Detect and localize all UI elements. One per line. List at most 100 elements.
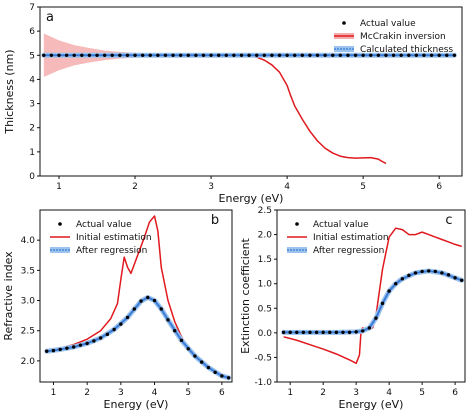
data-point: [374, 316, 378, 320]
x-tick-label: 5: [419, 388, 425, 398]
data-point: [452, 53, 457, 57]
data-point: [199, 360, 204, 364]
legend-label: Initial estimation: [76, 233, 152, 243]
x-tick-label: 4: [152, 388, 158, 398]
data-point: [98, 336, 103, 340]
data-point: [384, 53, 388, 57]
data-point: [166, 318, 170, 322]
x-tick-label: 6: [219, 388, 225, 398]
plot-area: [281, 227, 465, 365]
data-point: [347, 330, 352, 335]
data-point: [328, 330, 332, 335]
panel-letter: a: [46, 10, 54, 25]
data-point: [308, 330, 312, 335]
data-point: [314, 330, 319, 335]
data-point: [201, 53, 206, 57]
data-point: [232, 53, 236, 57]
data-point: [338, 53, 343, 57]
y-tick-label: 1.5: [258, 255, 272, 265]
y-tick-label: 0.0: [258, 329, 273, 339]
legend-marker-dot: [295, 222, 299, 226]
data-point: [57, 53, 61, 57]
data-point: [369, 53, 373, 57]
data-point: [110, 53, 114, 57]
x-tick-label: 3: [208, 182, 214, 192]
data-point: [224, 53, 228, 57]
x-tick-label: 1: [51, 388, 57, 398]
data-point: [92, 339, 96, 343]
data-point: [391, 53, 396, 57]
y-axis-label: Thickness (nm): [3, 49, 16, 134]
series-line: [43, 54, 387, 165]
data-point: [407, 273, 411, 278]
x-axis-label: Energy (eV): [339, 398, 404, 410]
y-tick-label: 2.0: [21, 357, 36, 367]
data-point: [420, 269, 424, 274]
data-point: [315, 53, 320, 57]
data-point: [354, 330, 358, 334]
data-point: [159, 307, 163, 311]
data-point: [105, 332, 110, 337]
y-tick-label: 7: [29, 3, 35, 13]
data-point: [133, 53, 137, 57]
x-tick-label: 4: [284, 182, 290, 192]
data-point: [380, 301, 385, 306]
axes-frame: [276, 209, 466, 383]
legend: Actual value Initial estimation After regr…: [50, 220, 152, 256]
data-point: [413, 271, 418, 275]
data-point: [422, 53, 426, 57]
y-tick-label: 2.5: [21, 327, 35, 337]
x-tick-label: 3: [118, 388, 124, 398]
legend-marker-dot: [342, 21, 346, 25]
x-tick-label: 5: [185, 388, 191, 398]
y-tick-label: 2.5: [258, 206, 272, 216]
legend-label: After regression: [76, 246, 147, 256]
x-tick-label: 6: [452, 388, 458, 398]
data-point: [341, 330, 345, 335]
data-point: [186, 53, 190, 57]
x-axis-label: Energy (eV): [219, 192, 284, 205]
data-point: [186, 347, 190, 351]
y-tick-label: 3.0: [21, 297, 36, 307]
data-point: [95, 53, 99, 57]
y-tick-label: 0: [29, 172, 35, 182]
data-point: [85, 341, 89, 346]
legend: Actual value Initial estimation After regr…: [287, 220, 389, 256]
panel-letter: c: [445, 213, 452, 228]
data-point: [51, 348, 56, 353]
data-point: [148, 53, 152, 57]
data-point: [87, 53, 92, 57]
data-point: [293, 53, 297, 57]
data-point: [64, 53, 69, 57]
data-point: [119, 322, 123, 326]
data-point: [213, 370, 217, 375]
y-tick-label: -0.5: [254, 353, 272, 363]
y-tick-label: 2: [29, 124, 35, 134]
x-tick-label: 5: [360, 182, 366, 192]
y-tick-label: 3: [29, 100, 35, 110]
data-point: [460, 278, 464, 282]
data-point: [321, 330, 325, 335]
y-tick-label: 3.5: [21, 266, 35, 276]
data-point: [281, 330, 286, 335]
x-tick-label: 1: [287, 388, 293, 398]
panel-b: 1 2 3 4 5 6 2.0 2.5 3.0 3.5 4.0 Energy (eV) Refracti…: [2, 209, 233, 410]
data-point: [179, 338, 184, 343]
data-point: [156, 53, 160, 57]
data-point: [80, 53, 84, 57]
panel-c: 1 2 3 4 5 6 -1.0 -0.5 0.0 0.5 1.0 1.5 2.0 2.5 Energy (…: [239, 206, 466, 410]
panel-letter: b: [211, 213, 219, 228]
legend-label: Initial estimation: [313, 233, 389, 243]
data-point: [394, 282, 398, 286]
legend-marker-dot: [58, 222, 62, 226]
data-point: [440, 271, 444, 275]
x-tick-label: 2: [132, 182, 138, 192]
data-point: [437, 53, 441, 57]
data-point: [193, 354, 197, 358]
data-point: [140, 53, 145, 57]
legend: Actual value McCrakin inversion Calculated…: [334, 19, 453, 55]
y-tick-label: -1.0: [254, 378, 272, 388]
y-tick-label: 6: [29, 27, 35, 37]
data-point: [255, 53, 259, 57]
data-point: [102, 53, 107, 57]
